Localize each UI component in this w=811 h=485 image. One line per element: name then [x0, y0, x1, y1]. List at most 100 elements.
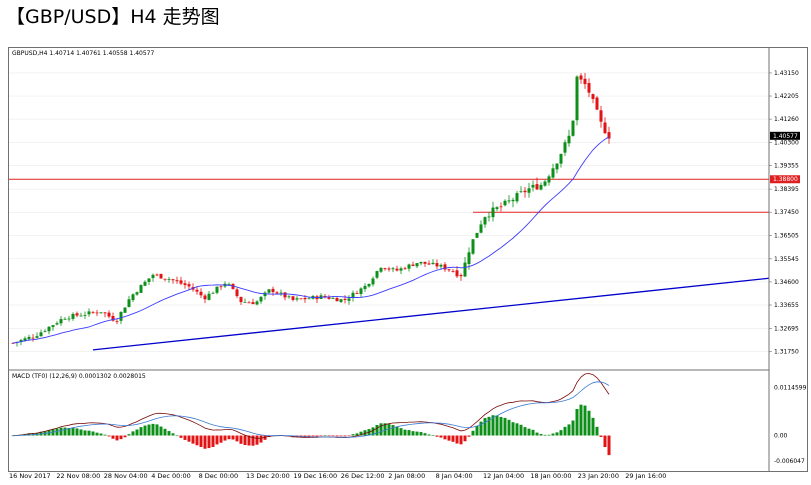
time-tick-label: 2 Jan 08:00 [388, 472, 426, 480]
macd-histogram-bar [55, 428, 59, 436]
macd-histogram-bar [603, 435, 607, 448]
macd-histogram-bar [595, 426, 599, 436]
macd-histogram-bar [211, 435, 215, 447]
macd-histogram-bar [395, 426, 399, 436]
candle [135, 291, 139, 296]
macd-histogram-bar [471, 430, 475, 436]
macd-histogram-bar [483, 418, 487, 436]
time-axis: 16 Nov 2017 22 Nov 08:00 28 Nov 04:00 4 Dec… [8, 472, 808, 484]
macd-histogram-bar [207, 435, 211, 449]
macd-histogram-bar [83, 430, 87, 436]
candle [531, 180, 535, 192]
macd-histogram-bar [231, 435, 235, 440]
candle [87, 308, 91, 317]
price-chart[interactable]: 1.43150 1.42205 1.41260 1.40300 1.39355 1.383… [8, 47, 808, 472]
candle [451, 268, 455, 273]
macd-histogram-bar [119, 435, 123, 440]
candle [219, 285, 223, 291]
candle [523, 187, 527, 198]
candle [607, 126, 611, 144]
macd-histogram-bar [203, 435, 207, 449]
macd-histogram-bar [243, 435, 247, 446]
macd-histogram-bar [511, 422, 515, 436]
candle [195, 286, 199, 295]
macd-histogram-bar [139, 427, 143, 436]
macd-histogram-bar [171, 433, 175, 436]
candle [375, 270, 379, 280]
macd-histogram-bar [219, 435, 223, 443]
macd-histogram-bar [443, 435, 447, 440]
macd-histogram-bar [383, 423, 387, 436]
candle [363, 283, 367, 292]
macd-histogram-bar [115, 435, 119, 441]
candle [487, 211, 491, 222]
candle [563, 139, 567, 156]
candle [551, 163, 555, 179]
macd-histogram-bar [527, 428, 531, 436]
candle [535, 177, 539, 191]
macd-histogram-bar [503, 417, 507, 436]
macd-histogram-bar [475, 425, 479, 436]
candle [471, 239, 475, 255]
macd-histogram-bar [419, 432, 423, 436]
macd-histogram-bar [159, 426, 163, 436]
candle [63, 317, 67, 320]
candle [47, 326, 51, 335]
macd-histogram-bar [467, 435, 471, 437]
time-tick-label: 18 Jan 00:00 [530, 472, 572, 480]
candle [359, 287, 363, 298]
macd-histogram-bar [463, 435, 467, 442]
candle [395, 265, 399, 272]
macd-histogram-bar [247, 435, 251, 446]
price-grid [9, 72, 769, 352]
macd-histogram-bar [559, 430, 563, 436]
candle [603, 117, 607, 135]
candle [407, 263, 411, 272]
time-tick-label: 8 Dec 00:00 [198, 472, 239, 480]
price-tick-label: 1.37450 [774, 209, 799, 216]
candle [259, 296, 263, 304]
candle [107, 310, 111, 319]
candle [295, 296, 299, 302]
macd-histogram-bar [607, 435, 611, 456]
macd-pane [11, 373, 611, 456]
price-tick-label: 1.33655 [774, 302, 799, 309]
candle [591, 93, 595, 104]
time-tick-label: 23 Jan 20:00 [577, 472, 619, 480]
chart-canvas[interactable]: 1.43150 1.42205 1.41260 1.40300 1.39355 1.383… [8, 47, 808, 472]
macd-histogram-bar [387, 424, 391, 436]
macd-histogram-bar [191, 435, 195, 444]
price-tick-label: 1.32695 [774, 325, 799, 332]
macd-histogram-bar [111, 435, 115, 439]
candle [167, 276, 171, 283]
chart-border [8, 47, 808, 472]
candle [483, 216, 487, 228]
macd-histogram-bar [391, 425, 395, 436]
candle [383, 267, 387, 271]
candle [51, 324, 55, 331]
candle [507, 195, 511, 204]
candle [403, 266, 407, 270]
price-tick-label: 1.35545 [774, 256, 799, 263]
candle [367, 283, 371, 288]
macd-histogram-bar [107, 435, 111, 437]
time-tick-label: 19 Dec 16:00 [293, 472, 338, 480]
candle [431, 259, 435, 265]
candle [183, 280, 187, 289]
candle [283, 291, 287, 301]
candle [239, 296, 243, 306]
candle [411, 261, 415, 267]
candle [419, 261, 423, 266]
macd-histogram-bar [75, 428, 79, 436]
macd-histogram-bar [227, 435, 231, 440]
macd-histogram-bar [579, 404, 583, 436]
candle [207, 291, 211, 301]
macd-histogram-bar [59, 427, 63, 436]
candle [39, 329, 43, 338]
macd-histogram-bar [375, 424, 379, 436]
macd-histogram-bar [551, 433, 555, 436]
macd-tick-label: 0.00 [774, 433, 788, 440]
macd-histogram-bar [571, 420, 575, 436]
macd-histogram-bar [251, 435, 255, 446]
price-tick-label: 1.39355 [774, 163, 799, 170]
